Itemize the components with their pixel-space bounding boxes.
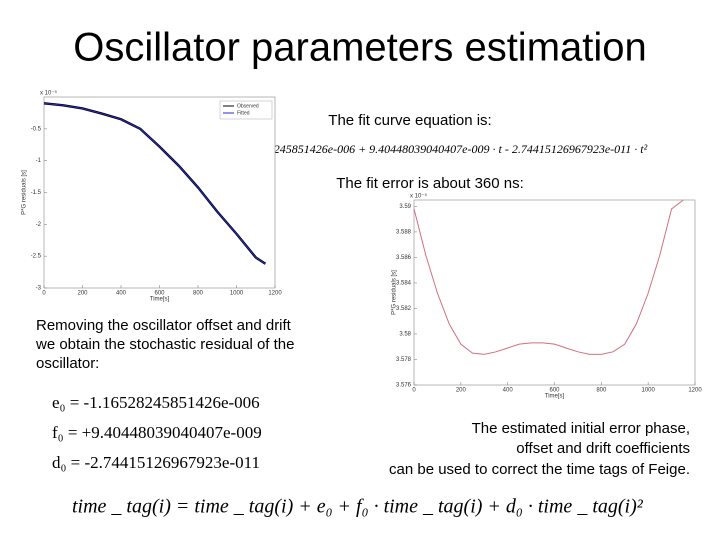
coefficient: d₀ = -2.74415126967923e-011 bbox=[52, 453, 260, 472]
x-axis-label: Time[s] bbox=[150, 297, 170, 303]
coefficient: e₀ = -1.16528245851426e-006 bbox=[52, 393, 260, 412]
residual-text: Removing the oscillator offset and drift bbox=[36, 317, 292, 334]
y-tick-label: 3.586 bbox=[396, 255, 412, 261]
correction-text: The estimated initial error phase, bbox=[472, 420, 690, 437]
y-tick-label: 3.578 bbox=[396, 357, 412, 363]
correction-text: can be used to correct the time tags of … bbox=[389, 461, 690, 478]
x-tick-label: 400 bbox=[503, 388, 514, 394]
x-tick-label: 0 bbox=[412, 388, 416, 394]
scale-label: x 10⁻⁵ bbox=[410, 193, 428, 200]
residual-text: oscillator: bbox=[36, 355, 99, 372]
y-tick-label: -1.5 bbox=[31, 190, 42, 196]
slide-title: Oscillator parameters estimation bbox=[73, 26, 647, 70]
x-tick-label: 0 bbox=[42, 291, 46, 297]
coefficient: f₀ = +9.40448039040407e-009 bbox=[52, 423, 262, 442]
y-tick-label: 3.582 bbox=[396, 306, 412, 312]
x-tick-label: 600 bbox=[154, 291, 165, 297]
y-tick-label: -1 bbox=[36, 158, 42, 164]
x-tick-label: 600 bbox=[549, 388, 560, 394]
y-tick-label: -2 bbox=[36, 222, 42, 228]
correction-formula: time _ tag(i) = time _ tag(i) + e₀ + f₀ … bbox=[72, 496, 644, 518]
plot-area bbox=[43, 96, 276, 289]
residual-text: we obtain the stochastic residual of the bbox=[35, 336, 295, 353]
correction-text: offset and drift coefficients bbox=[516, 440, 690, 457]
series-line bbox=[413, 199, 684, 355]
y-axis-label: P*G residuals [s] bbox=[22, 170, 28, 215]
x-tick-label: 800 bbox=[596, 388, 607, 394]
legend-label: Observed bbox=[237, 103, 259, 109]
y-tick-label: -2.5 bbox=[31, 254, 42, 260]
y-axis-label: P*G residuals [s] bbox=[392, 270, 398, 315]
scale-label: x 10⁻⁵ bbox=[40, 90, 58, 97]
x-axis-label: Time[s] bbox=[545, 394, 565, 400]
y-tick-label: 3.576 bbox=[396, 383, 412, 389]
x-tick-label: 200 bbox=[77, 291, 88, 297]
y-tick-label: 3.584 bbox=[396, 281, 412, 287]
x-tick-label: 800 bbox=[193, 291, 204, 297]
fit-equation: y(t) = -1.16528245851426e-006 + 9.404480… bbox=[199, 142, 648, 156]
y-tick-label: 3.59 bbox=[399, 204, 411, 210]
series-line bbox=[43, 102, 266, 265]
x-tick-label: 1000 bbox=[230, 291, 244, 297]
y-tick-label: -0.5 bbox=[31, 126, 42, 132]
fit-intro: The fit curve equation is: bbox=[328, 112, 491, 129]
y-tick-label: 3.58 bbox=[399, 332, 411, 338]
plot-area bbox=[413, 199, 696, 386]
legend-label: Fitted bbox=[237, 110, 250, 116]
error-intro: The fit error is about 360 ns: bbox=[336, 175, 524, 192]
x-tick-label: 1200 bbox=[268, 291, 282, 297]
x-tick-label: 1000 bbox=[641, 388, 655, 394]
y-tick-label: 3.588 bbox=[396, 229, 412, 235]
x-tick-label: 400 bbox=[116, 291, 127, 297]
y-tick-label: -3 bbox=[36, 286, 42, 292]
x-tick-label: 1200 bbox=[688, 388, 702, 394]
x-tick-label: 200 bbox=[456, 388, 467, 394]
